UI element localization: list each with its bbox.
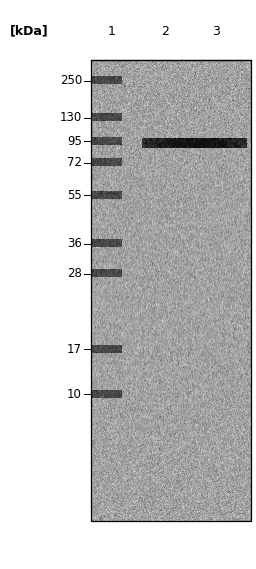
Text: 130: 130 bbox=[60, 112, 82, 124]
Text: 28: 28 bbox=[67, 267, 82, 280]
Text: 17: 17 bbox=[67, 343, 82, 356]
Text: 250: 250 bbox=[60, 75, 82, 87]
Bar bbox=[91, 60, 251, 521]
Text: 36: 36 bbox=[67, 237, 82, 250]
Text: 2: 2 bbox=[161, 25, 169, 38]
Text: 10: 10 bbox=[67, 388, 82, 401]
Text: 1: 1 bbox=[108, 25, 115, 38]
Text: 95: 95 bbox=[67, 135, 82, 147]
Text: [kDa]: [kDa] bbox=[10, 25, 49, 38]
Text: 3: 3 bbox=[212, 25, 220, 38]
Text: 55: 55 bbox=[67, 189, 82, 201]
Text: 72: 72 bbox=[67, 156, 82, 169]
